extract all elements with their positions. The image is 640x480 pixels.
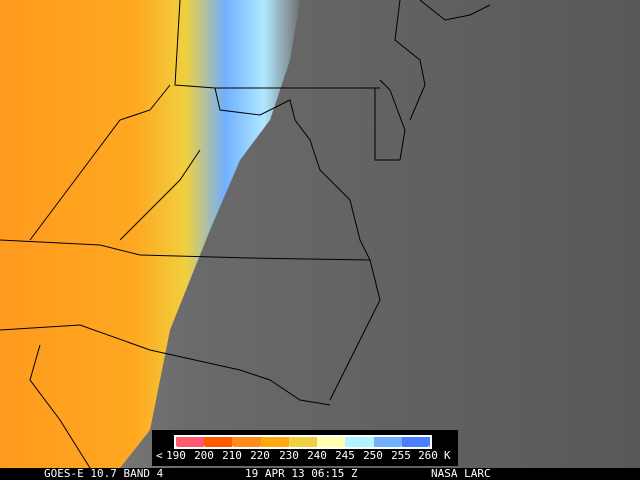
legend-less-than: < (156, 449, 163, 462)
tick-label: 250 (363, 446, 383, 462)
color-scale-bar (174, 435, 432, 449)
timestamp: 19 APR 13 06:15 Z (245, 467, 358, 480)
color-swatch-250-255 (373, 437, 402, 447)
tick-label: 190 (166, 446, 186, 462)
legend-unit: K (444, 449, 451, 462)
credit-label: NASA LARC (431, 467, 491, 480)
tick-label: 240 (307, 446, 327, 462)
tick-label: 220 (250, 446, 270, 462)
tick-label: 200 (194, 446, 214, 462)
cold-cloud-region (0, 0, 300, 468)
color-swatch-190-200 (176, 437, 205, 447)
color-swatch-220-230 (260, 437, 289, 447)
infrared-imagery (0, 0, 640, 468)
temperature-legend: < 190 200 210 220 230 240 245 250 255 26… (152, 430, 458, 466)
satellite-band-label: GOES-E 10.7 BAND 4 (44, 467, 164, 480)
color-swatch-200-210 (204, 437, 233, 447)
caption-bar: GOES-E 10.7 BAND 4 19 APR 13 06:15 Z NAS… (0, 468, 640, 480)
color-swatch-245-250 (345, 437, 374, 447)
color-swatch-255-260 (401, 437, 430, 447)
tick-label: 255 (391, 446, 411, 462)
map-borders (0, 0, 491, 468)
color-swatch-210-220 (232, 437, 261, 447)
tick-label: 245 (335, 446, 355, 462)
tick-label: 210 (222, 446, 242, 462)
tick-label: 260 (418, 446, 438, 462)
color-swatch-240-245 (317, 437, 346, 447)
color-swatch-230-240 (288, 437, 318, 447)
tick-label: 230 (279, 446, 299, 462)
